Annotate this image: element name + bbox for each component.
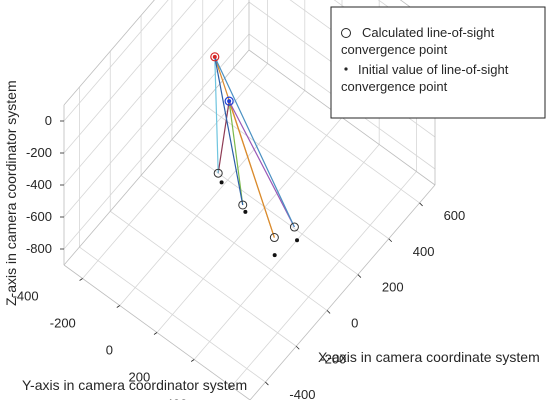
sight-lines xyxy=(214,56,295,238)
convergence-calculated-point xyxy=(210,52,220,62)
markers xyxy=(210,52,300,258)
gridline-wall-z xyxy=(63,33,250,250)
sight-line xyxy=(217,101,230,174)
gridline-floor-y xyxy=(193,144,380,360)
z-tick-label: -800 xyxy=(26,241,52,256)
convergence-calculated-point xyxy=(224,96,234,106)
box-edge xyxy=(63,49,250,266)
sight-line xyxy=(214,56,295,228)
gridline-floor-y xyxy=(156,117,343,333)
sight-line xyxy=(214,56,219,174)
z-axis-label: Z-axis in camera coordinator system xyxy=(3,80,19,306)
box-edge xyxy=(63,0,155,106)
initial-point xyxy=(295,238,300,243)
legend-marker-initial xyxy=(344,67,348,71)
initial-point xyxy=(243,209,248,214)
x-tick-mark xyxy=(419,202,423,207)
x-tick-mark xyxy=(357,274,362,278)
calculated-point xyxy=(269,233,279,243)
y-tick-label: -400 xyxy=(13,289,39,304)
sight-line xyxy=(214,56,275,238)
gridline-floor-y xyxy=(119,90,306,306)
box-edge xyxy=(249,184,436,400)
convergence-initial-point xyxy=(227,99,232,104)
calculated-point xyxy=(213,168,223,178)
y-tick-mark xyxy=(153,332,158,335)
gridline-wall-z xyxy=(63,0,169,122)
x-tick-mark xyxy=(326,310,331,314)
sight-line xyxy=(228,100,295,228)
initial-point xyxy=(219,180,224,185)
legend-label-calculated-line2: convergence point xyxy=(341,42,448,57)
legend-label-initial-line2: convergence point xyxy=(341,79,448,94)
x-tick-label: -200 xyxy=(320,351,346,366)
x-tick-label: 0 xyxy=(351,315,358,330)
y-tick-mark xyxy=(79,278,83,281)
tick-labels: -400 -200 0 200 400 600 -400 -200 0 200 400 0 -200 -4… xyxy=(13,113,466,400)
gridline-wall-z xyxy=(63,0,224,186)
legend-box xyxy=(330,6,546,119)
y-tick-mark xyxy=(116,305,121,308)
gridline-wall-z xyxy=(63,1,250,218)
y-axis-label: Y-axis in camera coordinator system xyxy=(22,377,247,393)
x-tick-label: 600 xyxy=(444,208,466,223)
legend-label-initial-line1: Initial value of line-of-sight xyxy=(358,62,509,77)
y-tick-label: 200 xyxy=(128,370,150,385)
x-tick-mark xyxy=(295,345,300,350)
z-tick-label: -200 xyxy=(26,145,52,160)
z-tick-label: -600 xyxy=(26,209,52,224)
y-tick-mark xyxy=(228,386,232,389)
x-tick-label: 200 xyxy=(382,280,404,295)
initial-point xyxy=(272,253,277,258)
x-tick-mark xyxy=(388,238,393,243)
z-tick-label: -400 xyxy=(26,177,52,192)
calculated-point xyxy=(289,222,299,232)
box-edge xyxy=(399,0,436,26)
gridline-wall-z xyxy=(63,0,197,154)
gridline-floor-y xyxy=(231,171,417,387)
sight-line xyxy=(228,101,244,206)
y-tick-label: 400 xyxy=(166,397,188,400)
x-tick-label: -400 xyxy=(289,387,315,400)
gridline-floor-y xyxy=(82,63,268,279)
y-tick-label: -200 xyxy=(50,316,76,331)
calculated-point xyxy=(238,200,248,210)
convergence-initial-point xyxy=(212,54,217,59)
legend: Calculated line-of-sight convergence poi… xyxy=(330,6,546,119)
x-tick-mark xyxy=(265,381,269,386)
legend-marker-calculated xyxy=(341,28,351,38)
y-tick-mark xyxy=(190,359,195,362)
sight-line xyxy=(214,56,244,206)
x-axis-label: X-axis in camera coordinate system xyxy=(318,349,540,365)
z-tick-label: 0 xyxy=(45,113,52,128)
legend-label-calculated-line1: Calculated line-of-sight xyxy=(362,25,495,40)
x-tick-label: 400 xyxy=(413,244,435,259)
y-tick-label: 0 xyxy=(106,343,113,358)
